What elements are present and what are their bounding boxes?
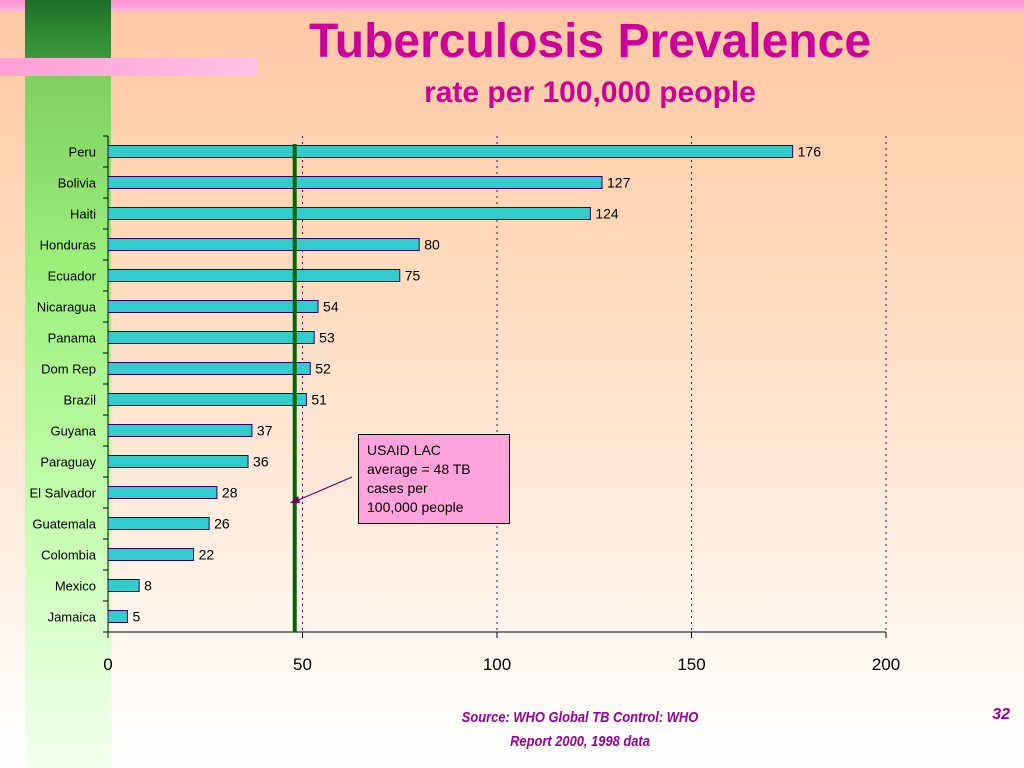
bar-guyana: [107, 424, 253, 437]
data-label: 36: [253, 454, 269, 470]
bar-el-salvador: [107, 486, 218, 499]
top-pink-band: [0, 0, 1024, 12]
x-tick-label: 200: [872, 655, 900, 674]
data-label: 8: [144, 578, 152, 594]
callout-arrow: [295, 476, 353, 502]
data-label: 124: [595, 206, 619, 222]
data-label: 28: [222, 485, 238, 501]
data-label: 127: [607, 175, 631, 191]
bar-haiti: [107, 207, 591, 220]
category-label: Guyana: [50, 424, 96, 439]
bar-colombia: [107, 548, 195, 561]
bar-mexico: [107, 579, 140, 592]
x-tick-label: 50: [293, 655, 312, 674]
average-callout: USAID LAC average = 48 TB cases per 100,…: [358, 434, 510, 524]
left-green-block: [25, 0, 111, 58]
pink-stripe: [0, 58, 258, 76]
category-label: Paraguay: [40, 455, 96, 470]
bar-bolivia: [107, 176, 603, 189]
category-label: Brazil: [63, 393, 96, 408]
category-label: Haiti: [70, 207, 96, 222]
category-label: Colombia: [41, 548, 97, 563]
bar-nicaragua: [107, 300, 319, 313]
data-label: 80: [424, 237, 440, 253]
source-note: Source: WHO Global TB Control: WHO Repor…: [461, 709, 699, 750]
left-green-bar: [25, 0, 111, 768]
bar-honduras: [107, 238, 420, 251]
data-label: 37: [257, 423, 273, 439]
category-label: Guatemala: [32, 517, 96, 532]
data-label: 52: [315, 361, 331, 377]
bar-brazil: [107, 393, 307, 406]
x-tick-label: 100: [483, 655, 511, 674]
slide-subtitle: rate per 100,000 people: [424, 76, 756, 109]
slide-title: Tuberculosis Prevalence: [308, 15, 872, 68]
page-number: 32: [992, 706, 1010, 723]
callout-arrowhead: [290, 496, 300, 503]
bar-paraguay: [107, 455, 249, 468]
data-label: 22: [199, 547, 215, 563]
category-label: Peru: [69, 145, 96, 160]
category-label: Bolivia: [58, 176, 97, 191]
data-label: 26: [214, 516, 230, 532]
bar-guatemala: [107, 517, 210, 530]
bar-dom-rep: [107, 362, 311, 375]
bar-panama: [107, 331, 315, 344]
category-label: Honduras: [40, 238, 97, 253]
category-label: Ecuador: [48, 269, 97, 284]
x-tick-label: 0: [103, 655, 112, 674]
bar-ecuador: [107, 269, 401, 282]
category-label: Mexico: [55, 579, 96, 594]
data-label: 176: [798, 144, 822, 160]
data-label: 54: [323, 299, 339, 315]
category-label: El Salvador: [30, 486, 97, 501]
category-label: Panama: [48, 331, 97, 346]
data-label: 51: [311, 392, 327, 408]
data-label: 53: [319, 330, 335, 346]
data-label: 5: [132, 609, 140, 625]
category-label: Nicaragua: [37, 300, 97, 315]
category-label: Jamaica: [48, 610, 97, 625]
data-label: 75: [405, 268, 421, 284]
category-label: Dom Rep: [41, 362, 96, 377]
bar-peru: [107, 145, 794, 158]
x-tick-label: 150: [677, 655, 705, 674]
bar-jamaica: [107, 610, 128, 623]
